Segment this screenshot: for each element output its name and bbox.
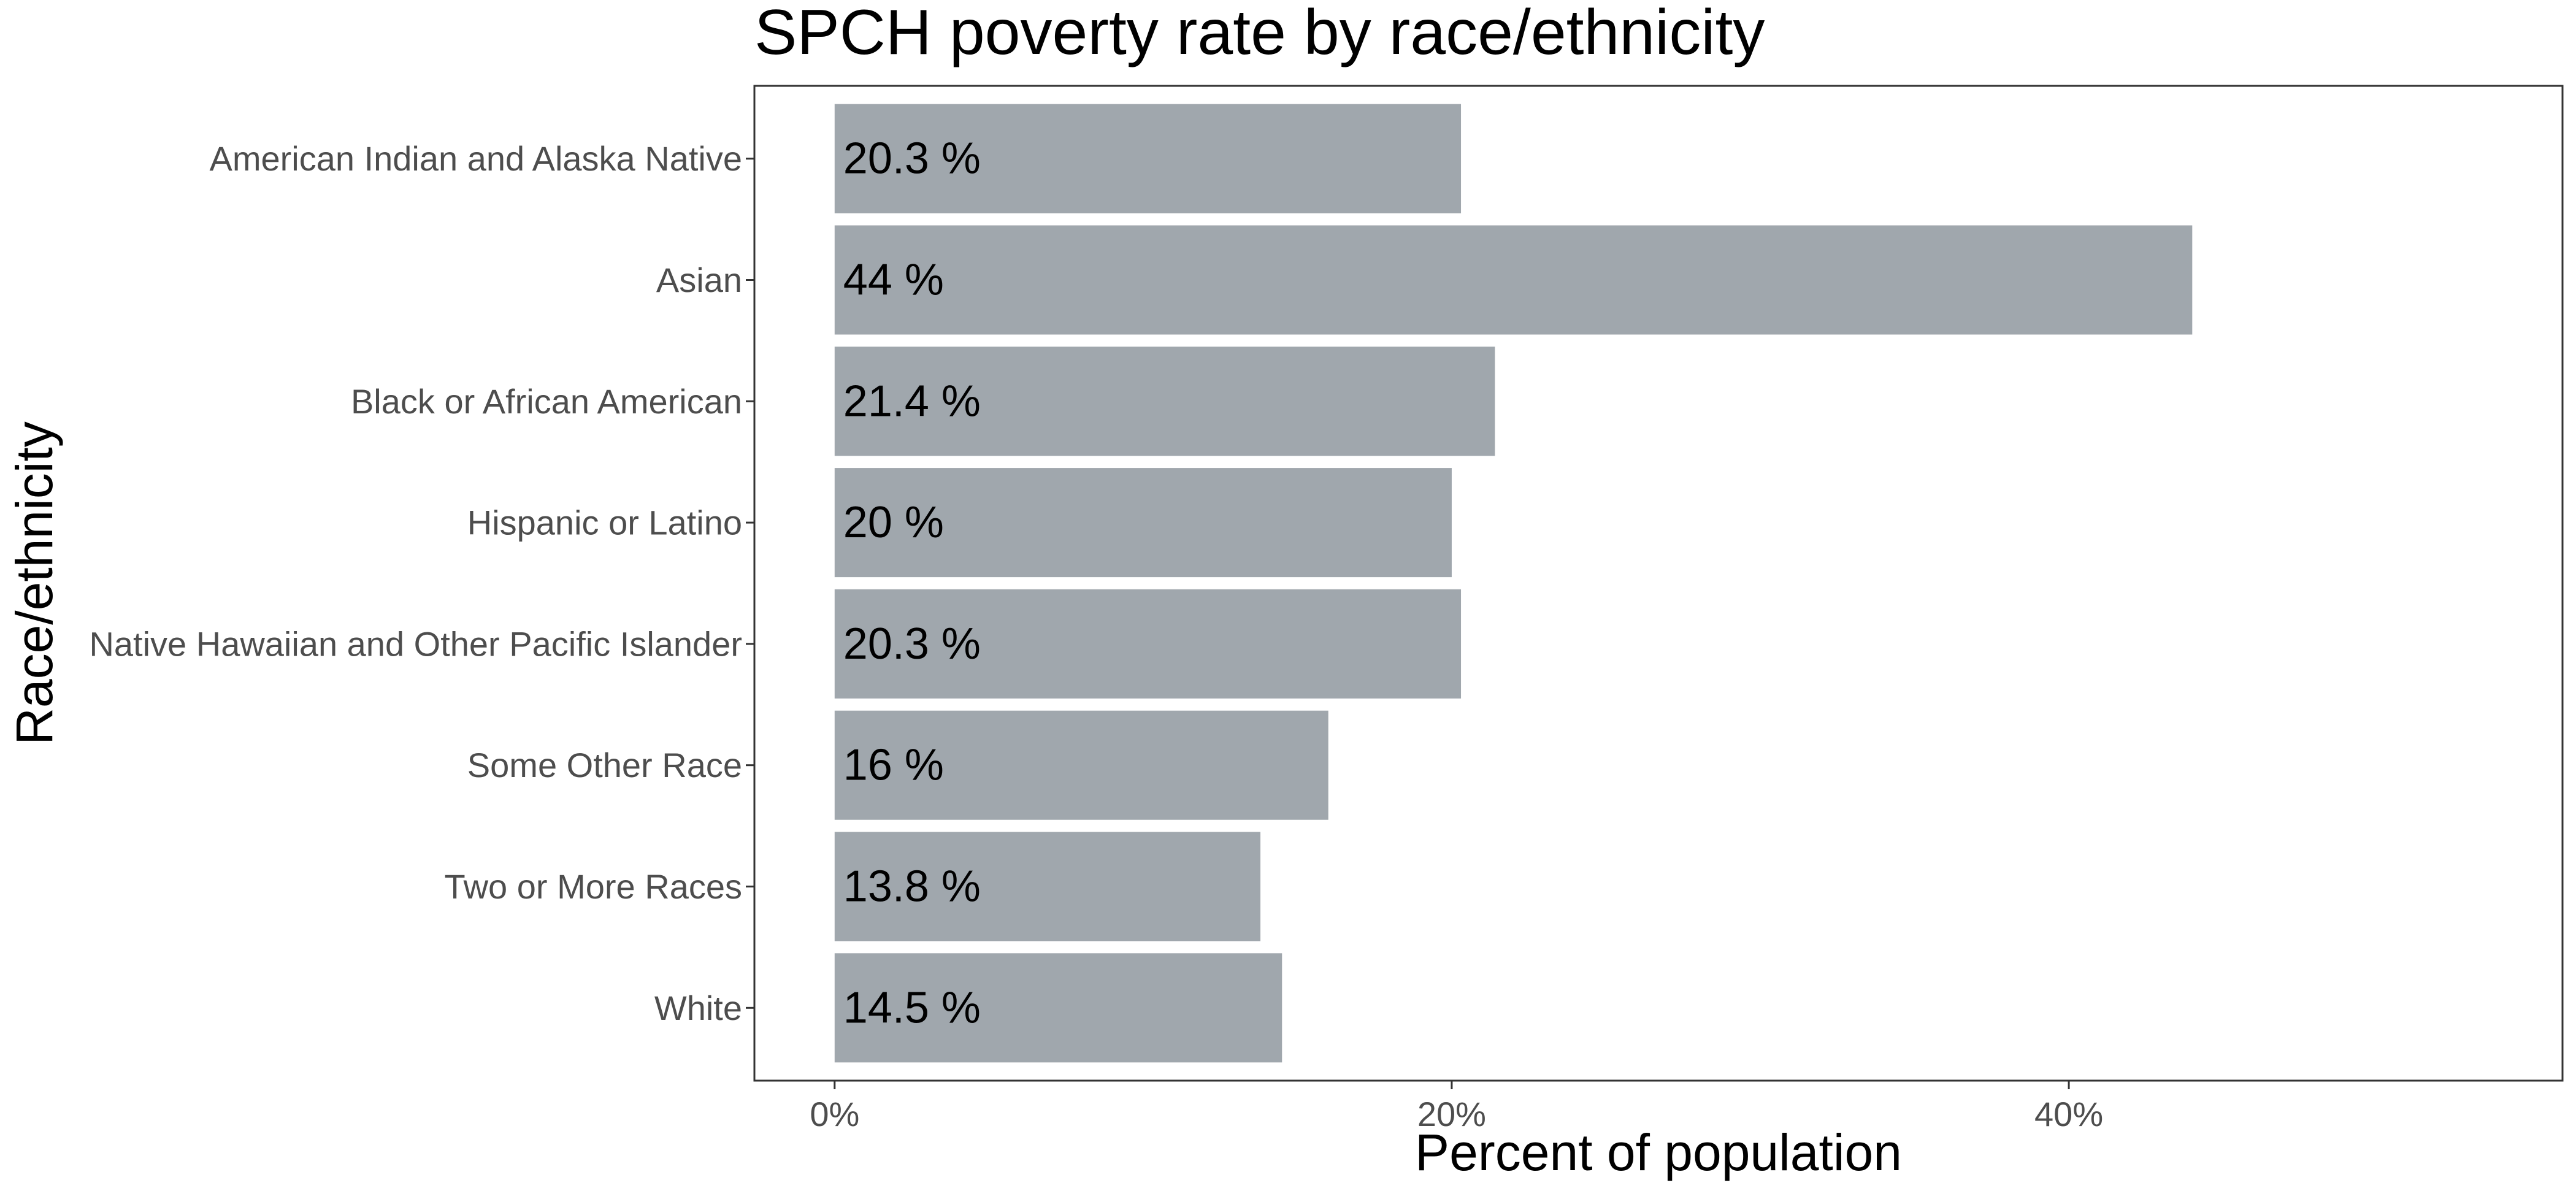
bar-data-label: 16 % [843, 741, 944, 790]
bar-data-label: 20 % [843, 498, 944, 547]
x-axis-title: Percent of population [1415, 1124, 1902, 1181]
bar-data-label: 14.5 % [843, 983, 981, 1032]
data-labels-layer: 20.3 % 44 % 21.4 % 20 % 20.3 % 16 % 13.8 % 14.5… [843, 134, 981, 1033]
bar [834, 953, 1282, 1063]
y-tick-label: Native Hawaiian and Other Pacific Island… [89, 624, 742, 663]
bar [834, 347, 1495, 456]
bar [834, 832, 1261, 941]
bars-layer [834, 104, 2193, 1063]
y-tick-label: Two or More Races [445, 867, 743, 906]
bar-data-label: 20.3 % [843, 134, 981, 183]
y-tick-label: Some Other Race [467, 746, 742, 784]
bar-data-label: 44 % [843, 255, 944, 304]
y-tick-label: American Indian and Alaska Native [210, 139, 743, 178]
y-tick-label: Black or African American [351, 382, 742, 421]
bar [834, 225, 2193, 335]
bar-data-label: 13.8 % [843, 862, 981, 911]
bar [834, 710, 1328, 820]
bar-data-label: 20.3 % [843, 619, 981, 668]
bar-data-label: 21.4 % [843, 377, 981, 426]
y-tick-label: Hispanic or Latino [467, 504, 742, 542]
y-tick-label: Asian [656, 261, 742, 299]
x-tick-label: 20% [1417, 1095, 1486, 1133]
y-axis-title: Race/ethnicity [6, 421, 63, 745]
y-tick-label: White [654, 989, 742, 1027]
x-tick-label: 0% [810, 1095, 859, 1133]
bar [834, 589, 1462, 699]
chart-title: SPCH poverty rate by race/ethnicity [754, 0, 1765, 68]
y-axis: American Indian and Alaska Native Asian Bl… [89, 139, 754, 1027]
bar [834, 468, 1452, 578]
x-axis: 0% 20% 40% [810, 1081, 2103, 1133]
bar [834, 104, 1462, 213]
x-tick-label: 40% [2034, 1095, 2103, 1133]
